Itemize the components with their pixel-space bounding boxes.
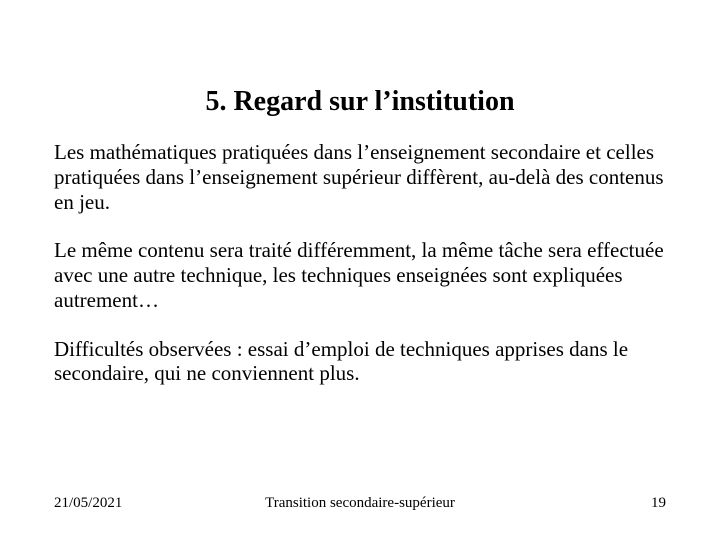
slide: 5. Regard sur l’institution Les mathémat… xyxy=(0,0,720,540)
footer-page-number: 19 xyxy=(651,495,666,512)
paragraph-3: Difficultés observées : essai d’emploi d… xyxy=(54,337,666,387)
slide-body: Les mathématiques pratiquées dans l’ense… xyxy=(54,140,666,410)
slide-title: 5. Regard sur l’institution xyxy=(0,86,720,118)
paragraph-1: Les mathématiques pratiquées dans l’ense… xyxy=(54,140,666,214)
footer-center: Transition secondaire-supérieur xyxy=(54,495,666,512)
paragraph-2: Le même contenu sera traité différemment… xyxy=(54,238,666,312)
